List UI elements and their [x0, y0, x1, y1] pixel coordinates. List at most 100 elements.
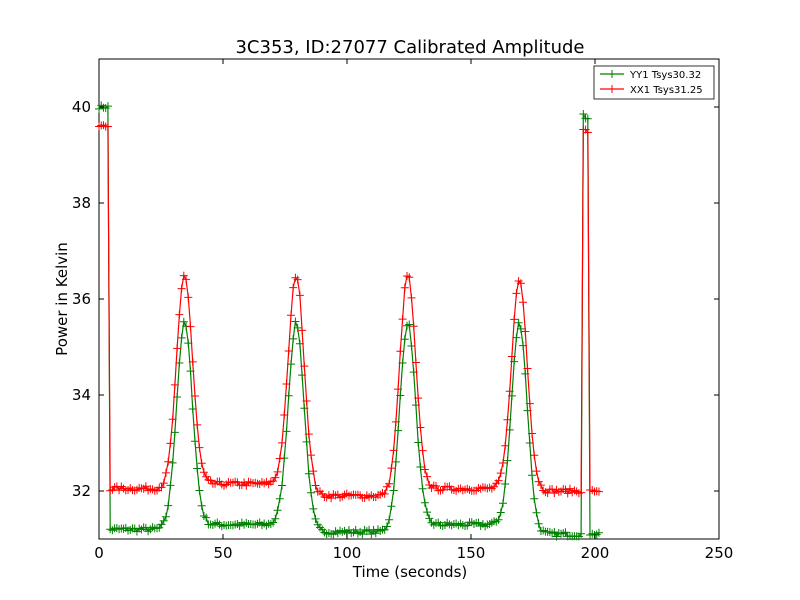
series-xx1: [95, 121, 603, 503]
data-point: [420, 465, 429, 474]
data-point: [420, 498, 429, 507]
data-point: [199, 468, 208, 477]
data-point: [307, 488, 316, 497]
data-point: [414, 438, 423, 447]
data-point: [503, 415, 512, 424]
data-point: [521, 327, 530, 336]
data-point: [407, 293, 416, 302]
data-point: [532, 467, 541, 476]
data-point: [525, 399, 534, 408]
data-point: [498, 499, 507, 508]
legend-box: [593, 65, 715, 100]
data-point: [177, 333, 186, 342]
data-point: [293, 275, 302, 284]
data-point: [400, 335, 409, 344]
x-tick-label: 150: [457, 544, 486, 562]
data-point: [425, 514, 434, 523]
data-point: [583, 128, 592, 137]
data-point: [594, 487, 603, 496]
data-point: [195, 443, 204, 452]
data-point: [528, 471, 537, 480]
data-point: [583, 114, 592, 123]
data-point: [496, 508, 505, 517]
data-point: [512, 289, 521, 298]
data-point: [197, 459, 206, 468]
data-point: [405, 273, 414, 282]
data-point: [523, 364, 532, 373]
x-tick-label: 200: [581, 544, 610, 562]
data-point: [503, 456, 512, 465]
data-point: [278, 481, 287, 490]
data-point: [387, 464, 396, 473]
data-point: [387, 502, 396, 511]
data-point: [309, 467, 318, 476]
data-point: [494, 476, 503, 485]
data-point: [498, 458, 507, 467]
data-point: [532, 508, 541, 517]
data-point: [536, 481, 545, 490]
data-point: [391, 417, 400, 426]
ticks-layer: 0 50 100 150 200 250 32 34 36 38 40: [72, 59, 733, 562]
data-point: [273, 467, 282, 476]
data-point: [141, 482, 150, 491]
data-point: [505, 387, 514, 396]
data-point: [423, 508, 432, 517]
data-point: [280, 411, 289, 420]
data-point: [161, 512, 170, 521]
data-point: [309, 504, 318, 513]
data-point: [168, 458, 177, 467]
data-point: [159, 516, 168, 525]
data-point: [385, 515, 394, 524]
data-point: [501, 441, 510, 450]
data-point: [418, 484, 427, 493]
data-point: [563, 489, 572, 498]
series-layer: [95, 101, 603, 541]
data-point: [512, 333, 521, 342]
data-point: [501, 479, 510, 488]
data-point: [530, 451, 539, 460]
legend-marker: [608, 70, 616, 78]
y-tick-label: 32: [72, 482, 91, 500]
data-point: [193, 464, 202, 473]
y-tick-label: 38: [72, 194, 91, 212]
data-point: [494, 515, 503, 524]
legend: YY1 Tsys30.32 XX1 Tsys31.25: [593, 65, 715, 100]
data-point: [385, 479, 394, 488]
data-point: [184, 293, 193, 302]
data-point: [304, 469, 313, 478]
data-point: [161, 468, 170, 477]
x-axis-label: Time (seconds): [352, 563, 468, 581]
data-point: [188, 357, 197, 366]
data-point: [534, 519, 543, 528]
series-yy1: [95, 101, 603, 541]
data-point: [398, 315, 407, 324]
data-point: [175, 310, 184, 319]
data-point: [278, 438, 287, 447]
data-point: [275, 494, 284, 503]
data-point: [416, 423, 425, 432]
data-point: [193, 420, 202, 429]
data-point: [173, 344, 182, 353]
legend-label: YY1 Tsys30.32: [629, 70, 701, 81]
data-point: [411, 358, 420, 367]
data-point: [195, 486, 204, 495]
y-tick-label: 40: [72, 98, 91, 116]
data-point: [289, 283, 298, 292]
data-point: [367, 530, 376, 539]
data-point: [166, 439, 175, 448]
data-point: [514, 318, 523, 327]
data-point: [197, 501, 206, 510]
data-point: [579, 110, 588, 119]
data-point: [271, 514, 280, 523]
x-tick-label: 250: [705, 544, 734, 562]
data-point: [190, 392, 199, 401]
data-point: [577, 488, 586, 497]
data-point: [170, 428, 179, 437]
data-point: [182, 275, 191, 284]
data-point: [300, 362, 309, 371]
data-point: [164, 501, 173, 510]
data-point: [282, 427, 291, 436]
data-point: [273, 506, 282, 515]
data-point: [400, 283, 409, 292]
data-point: [103, 122, 112, 131]
